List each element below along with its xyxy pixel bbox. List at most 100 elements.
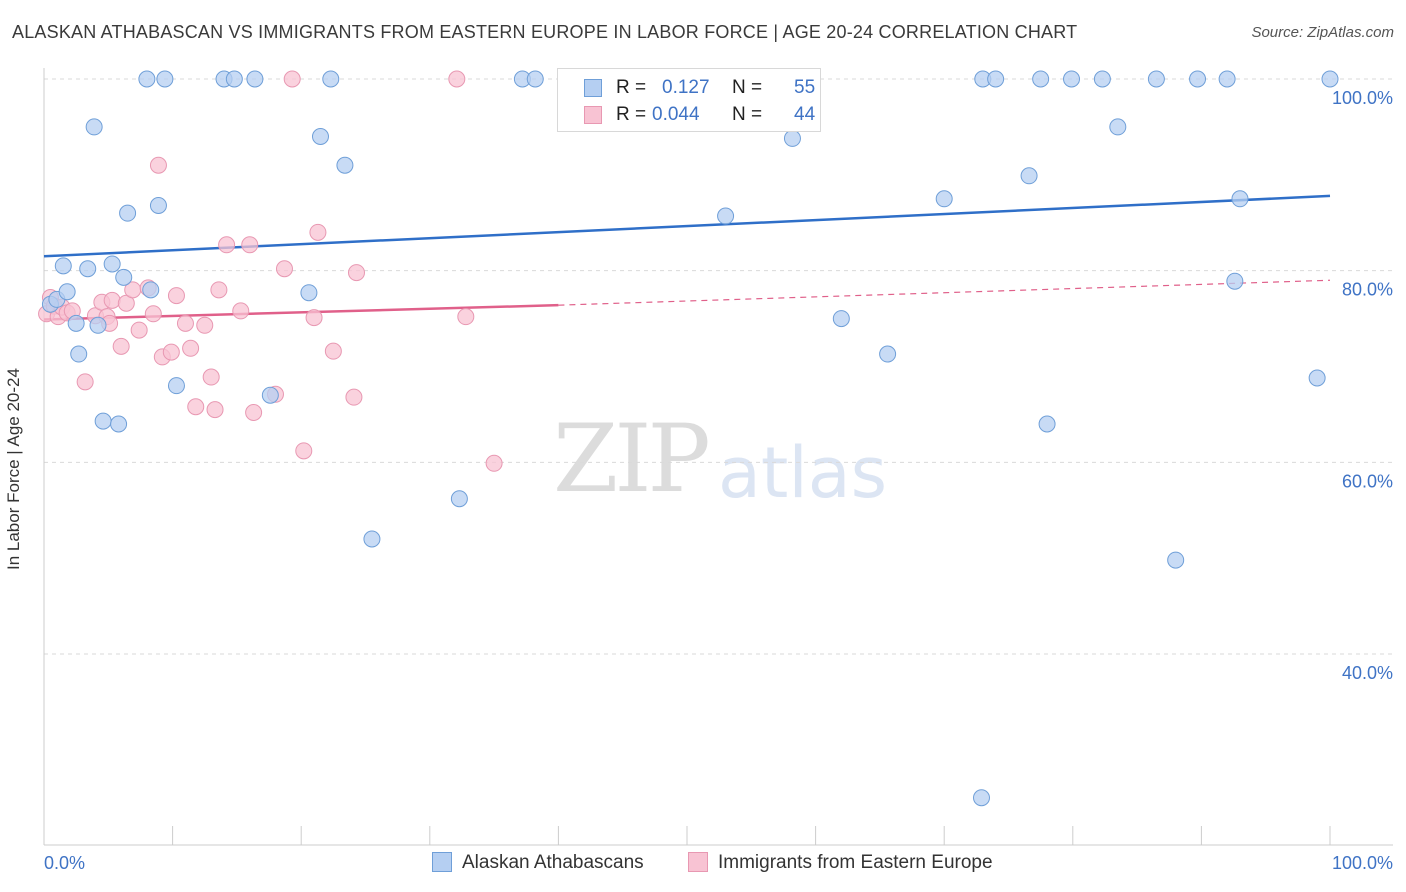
point-series2 [485, 454, 503, 472]
bottom-legend-swatch-series2 [688, 852, 708, 872]
point-series1 [1038, 415, 1056, 433]
legend-n-value-series1: 55 [794, 77, 816, 98]
point-series1 [300, 284, 318, 302]
point-series1 [167, 377, 185, 395]
y-tick-label: 60.0% [1342, 471, 1393, 491]
point-series2 [130, 321, 148, 339]
point-series1 [311, 128, 329, 145]
tick-labels: 40.0% 60.0% 80.0% 100.0% 0.0% 100.0% [44, 88, 1393, 873]
point-series1 [717, 207, 735, 225]
legend-r-label: R = [616, 77, 647, 98]
point-series1 [972, 789, 990, 807]
point-series2 [295, 442, 313, 460]
point-series1 [138, 70, 156, 88]
point-series2 [324, 342, 342, 360]
point-series2 [457, 308, 475, 326]
point-series1 [363, 530, 381, 548]
bottom-legend-label-series1: Alaskan Athabascans [462, 852, 644, 873]
point-series2 [176, 314, 194, 332]
bottom-legend-swatch-series1 [432, 852, 452, 872]
point-series1 [987, 70, 1005, 88]
point-series1 [1109, 118, 1127, 136]
legend-r-value-series2: 0.044 [652, 104, 700, 125]
point-series1 [142, 281, 160, 299]
point-series1 [832, 310, 850, 328]
point-series1 [70, 345, 88, 363]
point-series1 [246, 70, 264, 88]
point-series2 [210, 281, 228, 299]
trend-line-series2 [43, 303, 559, 321]
point-series1 [1032, 70, 1050, 88]
legend-r-label: R = [616, 104, 647, 125]
point-series2 [144, 305, 162, 323]
point-series2 [149, 156, 167, 174]
point-series1 [85, 118, 103, 136]
point-series2 [103, 291, 121, 309]
y-axis-label: In Labor Force | Age 20-24 [4, 368, 23, 570]
x-tick-label-end: 100.0% [1332, 853, 1393, 873]
point-series1 [89, 316, 107, 334]
point-series2 [232, 302, 250, 320]
point-series1 [526, 70, 544, 88]
point-series1 [1020, 167, 1038, 185]
point-series1 [1167, 551, 1185, 569]
point-series1 [1308, 369, 1326, 387]
stats-legend: R = 0.127 N = 55 R = 0.044 N = 44 [557, 68, 821, 132]
point-series1 [94, 412, 112, 430]
point-series2 [112, 337, 130, 355]
grid-lines [44, 78, 1393, 655]
point-series1 [450, 490, 468, 508]
watermark-atlas: atlas [718, 432, 888, 514]
point-series1 [1231, 190, 1249, 208]
chart-title: ALASKAN ATHABASCAN VS IMMIGRANTS FROM EA… [12, 22, 1078, 42]
point-series2 [182, 339, 200, 357]
point-series1 [1147, 70, 1165, 88]
point-series2 [218, 236, 236, 254]
legend-n-value-series2: 44 [794, 104, 816, 125]
point-series2 [345, 388, 363, 406]
point-series1 [935, 190, 953, 208]
point-series1 [336, 156, 354, 174]
legend-n-label: N = [732, 77, 763, 98]
source-label: Source: ZipAtlas.com [1251, 24, 1394, 41]
axes [43, 68, 1393, 846]
point-series1 [1218, 70, 1236, 88]
point-series2 [283, 70, 301, 88]
point-series1 [67, 314, 85, 332]
point-series1 [1226, 272, 1244, 290]
point-series1 [115, 268, 133, 286]
bottom-legend-series1: Alaskan Athabascans [432, 852, 644, 874]
point-series1 [261, 386, 279, 404]
y-tick-label: 100.0% [1332, 88, 1393, 108]
point-series1 [54, 257, 72, 275]
point-series2 [275, 260, 293, 278]
legend-swatch-series2 [584, 106, 602, 124]
point-series2 [162, 343, 180, 361]
point-series2 [76, 373, 94, 391]
point-series1 [79, 260, 97, 278]
point-series2 [167, 287, 185, 305]
point-series1 [119, 204, 137, 222]
y-tick-label: 40.0% [1342, 663, 1393, 683]
point-series2 [241, 236, 259, 254]
point-series2 [347, 264, 365, 282]
x-tick-label-start: 0.0% [44, 853, 85, 873]
legend-n-label: N = [732, 104, 763, 125]
point-series1 [103, 255, 121, 273]
point-series1 [225, 70, 243, 88]
point-series1 [1063, 70, 1081, 88]
point-series2 [245, 404, 263, 421]
point-series1 [783, 129, 801, 147]
data-points [38, 70, 1339, 807]
point-series1 [322, 70, 340, 88]
point-series2 [309, 223, 327, 241]
trend-line-series1 [43, 194, 1331, 258]
point-series1 [58, 283, 76, 301]
legend-r-value-series1: 0.127 [662, 77, 710, 98]
trend-lines [43, 194, 1331, 321]
point-series2 [448, 70, 466, 88]
legend-swatch-series1 [584, 79, 602, 97]
point-series1 [110, 415, 128, 433]
point-series1 [149, 197, 167, 214]
